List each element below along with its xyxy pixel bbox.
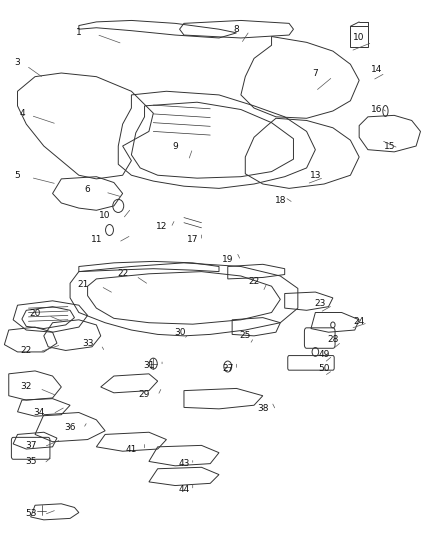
Text: 33: 33 (82, 338, 93, 348)
Text: 24: 24 (353, 317, 365, 326)
Text: 4: 4 (19, 109, 25, 118)
Bar (350, 26, 368, 47)
Text: 15: 15 (384, 142, 396, 150)
Text: 32: 32 (21, 383, 32, 391)
Text: 30: 30 (174, 328, 185, 337)
Text: 13: 13 (310, 171, 321, 180)
Text: 12: 12 (156, 222, 168, 231)
Text: 43: 43 (178, 459, 190, 468)
Text: 9: 9 (172, 142, 178, 150)
Text: 17: 17 (187, 235, 198, 244)
Text: 36: 36 (64, 423, 76, 432)
Text: 3: 3 (14, 58, 21, 67)
Text: 22: 22 (248, 277, 260, 286)
Text: 37: 37 (25, 441, 36, 450)
Text: 49: 49 (318, 350, 330, 359)
Text: 22: 22 (117, 269, 128, 278)
Text: 22: 22 (21, 346, 32, 355)
Text: 44: 44 (178, 484, 190, 494)
Text: 53: 53 (25, 509, 36, 518)
Text: 5: 5 (14, 171, 21, 180)
Text: 38: 38 (257, 405, 268, 414)
Text: 1: 1 (76, 28, 82, 37)
Text: 28: 28 (327, 335, 339, 344)
Text: 21: 21 (78, 280, 89, 289)
Text: 41: 41 (126, 445, 137, 454)
Text: 16: 16 (371, 105, 382, 114)
Text: 7: 7 (312, 69, 318, 77)
Text: 25: 25 (240, 332, 251, 341)
Text: 20: 20 (29, 310, 41, 318)
Text: 23: 23 (314, 298, 325, 308)
Text: 19: 19 (222, 255, 233, 264)
Text: 10: 10 (353, 34, 365, 43)
Text: 8: 8 (233, 25, 240, 34)
Text: 35: 35 (25, 457, 36, 466)
Text: 27: 27 (222, 364, 233, 373)
Text: 6: 6 (85, 185, 91, 195)
Text: 11: 11 (91, 235, 102, 244)
Text: 31: 31 (143, 360, 155, 369)
Text: 10: 10 (99, 211, 111, 220)
Text: 14: 14 (371, 65, 382, 74)
Text: 18: 18 (275, 196, 286, 205)
Text: 34: 34 (34, 408, 45, 417)
Text: 29: 29 (139, 390, 150, 399)
Text: 50: 50 (318, 364, 330, 373)
